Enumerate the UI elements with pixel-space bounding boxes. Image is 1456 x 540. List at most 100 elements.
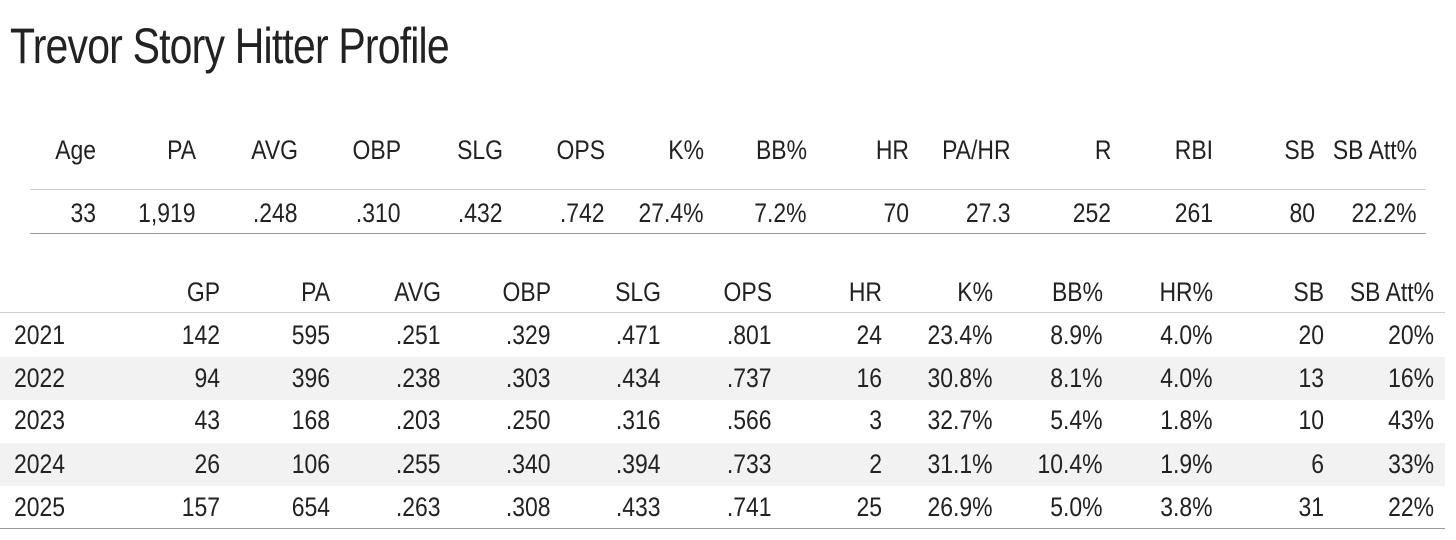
summary-header-hr: HR — [875, 135, 909, 165]
season-cell-k-pct: 31.1% — [927, 449, 993, 479]
season-year-label: 2021 — [14, 320, 66, 350]
season-cell-k-pct: 23.4% — [927, 320, 993, 350]
row-band — [0, 357, 1445, 400]
season-year-label: 2025 — [14, 492, 66, 522]
season-cell-avg: .251 — [396, 320, 441, 350]
season-header-slg: SLG — [615, 277, 661, 307]
table-divider — [30, 189, 1426, 190]
season-header-gp: GP — [186, 277, 220, 307]
summary-value-pa: 1,919 — [138, 198, 196, 228]
season-cell-bb-pct: 5.0% — [1050, 492, 1103, 522]
summary-value-bb-pct: 7.2% — [754, 198, 807, 228]
season-cell-hr-pct: 3.8% — [1160, 492, 1213, 522]
season-header-sb-att-pct: SB Att% — [1349, 277, 1434, 307]
season-cell-k-pct: 32.7% — [927, 405, 993, 435]
season-cell-avg: .238 — [396, 363, 441, 393]
season-year-label: 2022 — [14, 363, 66, 393]
summary-header-r: R — [1094, 135, 1111, 165]
season-cell-bb-pct: 8.9% — [1050, 320, 1103, 350]
season-cell-ops: .733 — [727, 449, 772, 479]
summary-header-bb-pct: BB% — [755, 135, 807, 165]
season-cell-gp: 94 — [194, 363, 220, 393]
summary-header-slg: SLG — [457, 135, 503, 165]
table-divider — [0, 528, 1445, 529]
summary-header-avg: AVG — [251, 135, 298, 165]
season-cell-hr-pct: 4.0% — [1160, 363, 1213, 393]
season-cell-hr: 2 — [869, 449, 882, 479]
summary-value-avg: .248 — [253, 198, 298, 228]
summary-value-r: 252 — [1072, 198, 1111, 228]
summary-header-pa-per-hr: PA/HR — [942, 135, 1011, 165]
season-cell-hr: 16 — [856, 363, 882, 393]
season-header-k-pct: K% — [957, 277, 993, 307]
season-cell-hr-pct: 1.8% — [1160, 405, 1213, 435]
season-header-bb-pct: BB% — [1051, 277, 1103, 307]
season-cell-obp: .340 — [506, 449, 551, 479]
season-header-pa: PA — [301, 277, 330, 307]
season-cell-gp: 157 — [181, 492, 220, 522]
summary-value-hr: 70 — [883, 198, 909, 228]
summary-header-sb-att-pct: SB Att% — [1332, 135, 1417, 165]
season-cell-sb-att-pct: 16% — [1388, 363, 1434, 393]
season-cell-gp: 26 — [194, 449, 220, 479]
season-cell-obp: .329 — [506, 320, 551, 350]
season-year-label: 2024 — [14, 449, 66, 479]
season-cell-slg: .316 — [616, 405, 661, 435]
summary-value-sb-att-pct: 22.2% — [1351, 198, 1417, 228]
season-cell-bb-pct: 10.4% — [1037, 449, 1103, 479]
summary-value-rbi: 261 — [1174, 198, 1213, 228]
season-cell-hr-pct: 1.9% — [1160, 449, 1213, 479]
season-cell-avg: .203 — [396, 405, 441, 435]
summary-header-ops: OPS — [556, 135, 605, 165]
summary-header-k-pct: K% — [668, 135, 704, 165]
season-cell-gp: 43 — [194, 405, 220, 435]
season-cell-sb-att-pct: 43% — [1388, 405, 1434, 435]
season-cell-obp: .250 — [506, 405, 551, 435]
season-cell-avg: .263 — [396, 492, 441, 522]
summary-value-slg: .432 — [458, 198, 503, 228]
season-cell-pa: 168 — [291, 405, 330, 435]
summary-value-k-pct: 27.4% — [638, 198, 704, 228]
season-cell-ops: .801 — [727, 320, 772, 350]
season-cell-k-pct: 26.9% — [927, 492, 993, 522]
season-cell-sb-att-pct: 22% — [1388, 492, 1434, 522]
page-title: Trevor Story Hitter Profile — [10, 18, 450, 74]
season-cell-pa: 654 — [291, 492, 330, 522]
summary-value-age: 33 — [70, 198, 96, 228]
season-cell-hr: 25 — [856, 492, 882, 522]
season-cell-pa: 396 — [291, 363, 330, 393]
season-cell-pa: 106 — [291, 449, 330, 479]
season-header-obp: OBP — [502, 277, 551, 307]
season-cell-sb-att-pct: 20% — [1388, 320, 1434, 350]
season-cell-slg: .394 — [616, 449, 661, 479]
summary-value-ops: .742 — [560, 198, 605, 228]
season-cell-sb-att-pct: 33% — [1388, 449, 1434, 479]
summary-header-rbi: RBI — [1174, 135, 1213, 165]
season-cell-ops: .737 — [727, 363, 772, 393]
season-cell-avg: .255 — [396, 449, 441, 479]
season-year-label: 2023 — [14, 405, 66, 435]
season-cell-slg: .434 — [616, 363, 661, 393]
season-header-hr: HR — [848, 277, 882, 307]
season-cell-bb-pct: 8.1% — [1050, 363, 1103, 393]
season-header-ops: OPS — [723, 277, 772, 307]
season-cell-k-pct: 30.8% — [927, 363, 993, 393]
season-cell-hr: 24 — [856, 320, 882, 350]
season-cell-sb: 10 — [1298, 405, 1324, 435]
summary-header-sb: SB — [1284, 135, 1315, 165]
summary-header-age: Age — [55, 135, 96, 165]
season-cell-gp: 142 — [181, 320, 220, 350]
season-cell-obp: .308 — [506, 492, 551, 522]
season-cell-ops: .741 — [727, 492, 772, 522]
season-cell-sb: 13 — [1298, 363, 1324, 393]
season-cell-sb: 31 — [1298, 492, 1324, 522]
summary-value-obp: .310 — [356, 198, 401, 228]
summary-value-pa-per-hr: 27.3 — [966, 198, 1011, 228]
season-header-avg: AVG — [394, 277, 441, 307]
season-cell-obp: .303 — [506, 363, 551, 393]
table-divider — [30, 233, 1426, 234]
season-cell-pa: 595 — [291, 320, 330, 350]
season-cell-slg: .471 — [616, 320, 661, 350]
season-cell-ops: .566 — [727, 405, 772, 435]
season-cell-hr: 3 — [869, 405, 882, 435]
